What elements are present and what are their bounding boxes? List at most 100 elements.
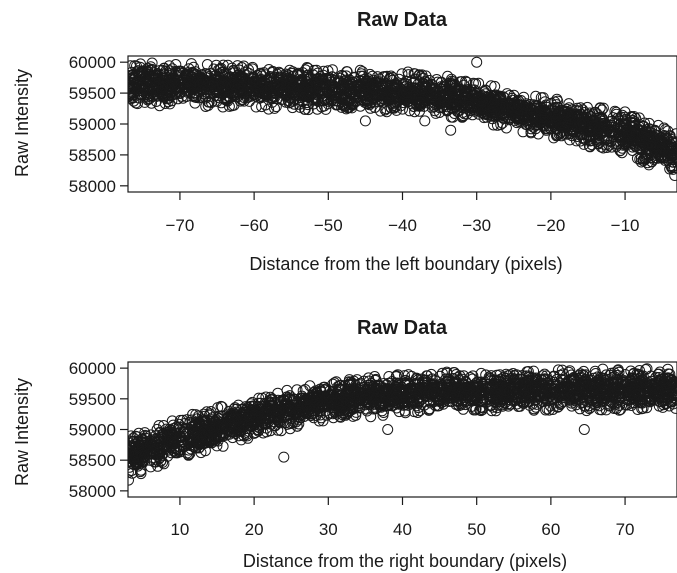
data-point (571, 102, 583, 114)
data-point (554, 127, 566, 139)
data-point (298, 89, 310, 101)
data-point (578, 375, 590, 387)
data-point (237, 94, 249, 106)
data-point (237, 81, 249, 92)
data-point (586, 120, 598, 132)
data-point (313, 96, 324, 107)
data-point (216, 401, 228, 413)
data-point (423, 86, 435, 98)
data-point (489, 395, 501, 407)
data-point (458, 84, 470, 96)
y-tick-label: 58000 (69, 177, 116, 196)
data-point (333, 84, 345, 96)
data-point (157, 448, 169, 460)
data-point (606, 127, 618, 139)
data-point (556, 364, 568, 376)
data-point (286, 67, 298, 79)
chart-title: Raw Data (357, 317, 448, 339)
data-point (537, 370, 549, 382)
data-point (468, 404, 480, 416)
data-point (398, 90, 410, 102)
data-point (213, 64, 225, 76)
data-point (504, 89, 516, 101)
data-point (286, 74, 297, 86)
data-point (318, 384, 330, 396)
data-point (206, 76, 218, 88)
data-point (627, 145, 638, 156)
data-point (241, 430, 253, 442)
data-point (489, 80, 501, 92)
data-point (649, 124, 661, 136)
data-point (661, 132, 673, 144)
data-point (132, 98, 143, 110)
data-point (331, 408, 343, 420)
data-point (383, 371, 395, 382)
data-point (251, 69, 263, 81)
data-point (228, 99, 240, 111)
data-point (489, 383, 501, 395)
y-tick-label: 59000 (69, 115, 116, 134)
data-point (340, 70, 352, 82)
chart-title: Raw Data (357, 9, 448, 31)
data-point (664, 130, 676, 142)
data-point (533, 105, 545, 117)
data-point (461, 76, 473, 88)
data-point (177, 92, 189, 104)
data-point (336, 94, 348, 106)
data-point (297, 82, 309, 93)
data-point (148, 78, 159, 90)
data-point (409, 82, 420, 94)
data-point (440, 376, 452, 388)
data-point (484, 372, 496, 384)
data-point (227, 67, 239, 79)
data-point (397, 103, 408, 115)
data-point (348, 72, 360, 84)
data-point (359, 115, 371, 127)
data-point (438, 85, 450, 97)
data-point (462, 84, 474, 95)
data-point (153, 76, 165, 88)
data-point (347, 402, 359, 414)
data-point (414, 100, 426, 112)
data-point (526, 111, 538, 123)
data-point (607, 112, 619, 124)
data-point (322, 65, 334, 77)
panel-right-boundary: Raw Data 10 20 30 40 50 60 70 5800058500590005… (12, 317, 677, 571)
data-point (173, 66, 185, 78)
data-point (275, 395, 287, 407)
data-point (563, 98, 575, 110)
data-point (624, 120, 636, 132)
data-point (316, 101, 328, 113)
data-point (539, 116, 550, 128)
data-point (133, 67, 145, 79)
data-point (504, 101, 515, 113)
data-point (477, 94, 489, 105)
data-point (666, 154, 677, 165)
data-point (625, 365, 637, 377)
data-point (313, 84, 325, 96)
data-point (463, 100, 475, 112)
data-point (634, 136, 646, 148)
data-point (128, 435, 140, 447)
data-point (416, 373, 428, 385)
data-point (642, 157, 654, 169)
data-point (547, 404, 559, 415)
data-point (412, 79, 424, 90)
data-point (402, 66, 414, 78)
data-point (665, 139, 677, 150)
data-point (644, 126, 656, 138)
data-point (269, 102, 280, 114)
data-point (265, 77, 277, 89)
data-point (528, 404, 540, 416)
data-point (187, 89, 199, 101)
data-point (217, 440, 229, 452)
data-point (164, 438, 176, 450)
data-point (147, 84, 159, 96)
data-point (359, 89, 371, 101)
data-point (609, 105, 621, 117)
data-point (179, 422, 191, 434)
data-point (615, 132, 627, 144)
data-point (517, 126, 529, 138)
data-point (163, 60, 175, 72)
